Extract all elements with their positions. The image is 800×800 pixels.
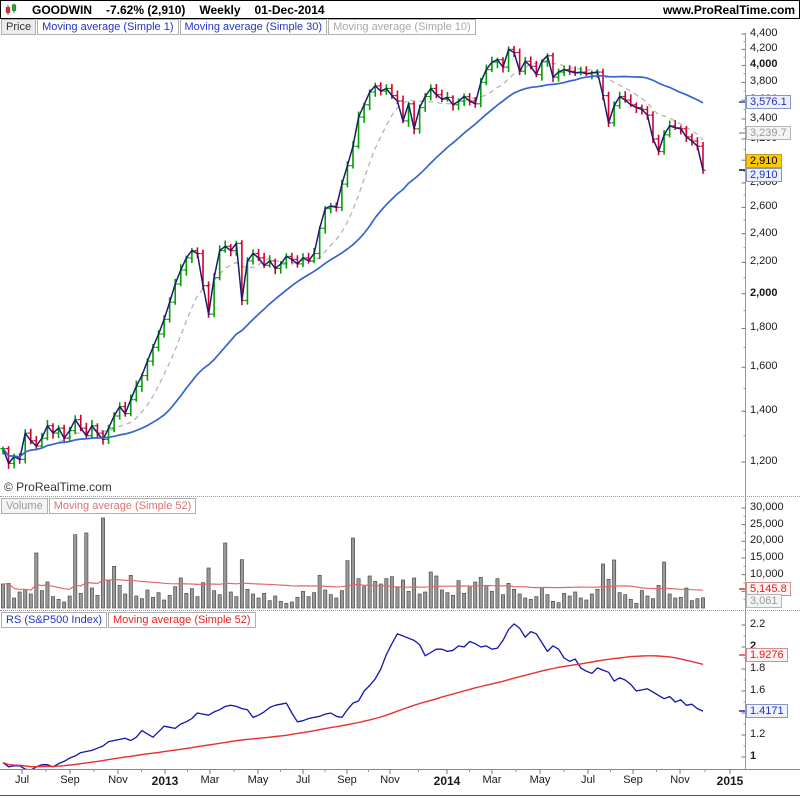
x-tick-label: Mar bbox=[200, 774, 220, 786]
y-tick-label: 2,400 bbox=[750, 226, 778, 239]
price-change: -7.62% (2,910) bbox=[106, 2, 186, 17]
y-tick-label: 25,000 bbox=[750, 517, 784, 530]
last-price-badge: 2,910 bbox=[746, 154, 782, 168]
y-tick-label: 2,600 bbox=[750, 200, 778, 213]
rs-legend-item-1[interactable]: Moving average (Simple 52) bbox=[108, 612, 256, 628]
y-tick-label: 1,400 bbox=[750, 404, 778, 417]
x-tick-label: Jul bbox=[295, 774, 311, 786]
y-tick-label: 4,200 bbox=[750, 42, 778, 55]
candlestick-logo-icon bbox=[5, 3, 18, 16]
time-axis bbox=[0, 769, 800, 796]
volume-value-badge: 3,061 bbox=[746, 594, 782, 608]
volume-legend-item-1[interactable]: Moving average (Simple 52) bbox=[48, 498, 197, 514]
volume-legend-item-0[interactable]: Volume bbox=[1, 498, 48, 514]
title-bar: GOODWIN -7.62% (2,910) Weekly 01-Dec-201… bbox=[0, 0, 800, 19]
price-chart[interactable] bbox=[0, 33, 800, 497]
x-tick-label: May bbox=[529, 774, 551, 786]
y-tick-label: 2 bbox=[750, 640, 757, 652]
y-tick-label: 1.2 bbox=[750, 728, 766, 740]
y-tick-label: 1.8 bbox=[750, 662, 766, 674]
ma30-value-badge: 3,576.1 bbox=[746, 95, 791, 109]
y-tick-label: 1.6 bbox=[750, 684, 766, 696]
y-tick-label: 1,200 bbox=[750, 455, 778, 468]
rs-ma-value-badge: 1.9276 bbox=[746, 648, 788, 662]
rs-chart[interactable] bbox=[0, 610, 800, 769]
x-tick-label: 2013 bbox=[151, 774, 179, 788]
y-tick-label: 30,000 bbox=[750, 501, 784, 513]
panel-separator bbox=[0, 496, 800, 497]
rs-legend: RS (S&P500 Index) Moving average (Simple … bbox=[1, 612, 256, 628]
chart-date: 01-Dec-2014 bbox=[254, 2, 325, 17]
volume-legend: Volume Moving average (Simple 52) bbox=[1, 498, 197, 514]
price-legend-item-2[interactable]: Moving average (Simple 30) bbox=[179, 19, 328, 35]
y-tick-label: 2,000 bbox=[750, 286, 778, 299]
x-tick-label: Jul bbox=[14, 774, 30, 786]
timeframe: Weekly bbox=[199, 2, 241, 17]
ma10-value-badge: 3,239.7 bbox=[746, 126, 791, 140]
y-tick-label: 4,400 bbox=[750, 27, 778, 40]
price-legend-item-1[interactable]: Moving average (Simple 1) bbox=[37, 19, 179, 35]
x-tick-label: May bbox=[247, 774, 269, 786]
price-legend-item-0[interactable]: Price bbox=[1, 19, 37, 35]
ma1-value-badge: 2,910 bbox=[746, 168, 782, 182]
symbol-name: GOODWIN bbox=[32, 2, 92, 17]
price-legend: Price Moving average (Simple 1) Moving ave… bbox=[1, 19, 476, 35]
volume-chart[interactable] bbox=[0, 497, 800, 610]
x-tick-label: Nov bbox=[380, 774, 400, 786]
rs-value-badge: 1.4171 bbox=[746, 704, 788, 718]
panel-separator bbox=[0, 610, 800, 611]
y-tick-label: 10,000 bbox=[750, 567, 784, 580]
x-tick-label: Jul bbox=[580, 774, 596, 786]
y-tick-label: 3,400 bbox=[750, 111, 778, 124]
x-tick-label: 2015 bbox=[716, 774, 744, 788]
prorealtime-link[interactable]: www.ProRealTime.com bbox=[662, 2, 795, 17]
y-tick-label: 15,000 bbox=[750, 551, 784, 563]
y-tick-label: 2.2 bbox=[750, 618, 766, 630]
y-tick-label: 3,800 bbox=[750, 75, 778, 88]
x-tick-label: 2014 bbox=[433, 774, 461, 788]
x-tick-label: Mar bbox=[482, 774, 502, 786]
y-tick-label: 1 bbox=[750, 750, 757, 762]
watermark: © ProRealTime.com bbox=[4, 480, 112, 494]
y-tick-label: 4,000 bbox=[750, 58, 778, 71]
x-tick-label: Sep bbox=[337, 774, 357, 786]
rs-legend-item-0[interactable]: RS (S&P500 Index) bbox=[1, 612, 107, 628]
x-tick-label: Sep bbox=[623, 774, 643, 786]
x-tick-label: Nov bbox=[108, 774, 128, 786]
x-tick-label: Sep bbox=[60, 774, 80, 786]
y-tick-label: 2,200 bbox=[750, 255, 778, 268]
y-tick-label: 1,600 bbox=[750, 360, 778, 373]
y-tick-label: 1,800 bbox=[750, 321, 778, 334]
price-legend-item-3[interactable]: Moving average (Simple 10) bbox=[328, 19, 476, 35]
x-tick-label: Nov bbox=[670, 774, 690, 786]
y-tick-label: 20,000 bbox=[750, 534, 784, 547]
